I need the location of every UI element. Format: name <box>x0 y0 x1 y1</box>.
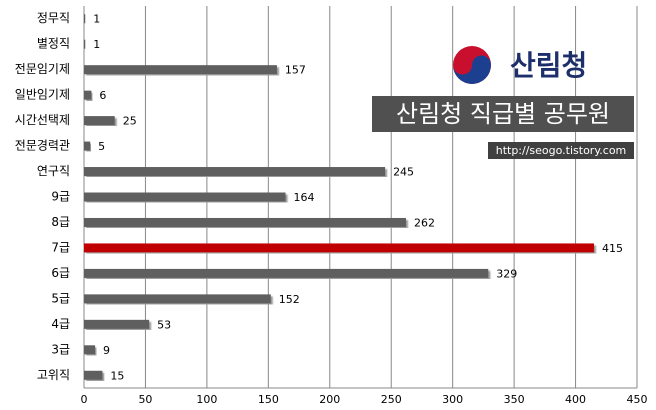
value-label: 15 <box>110 369 124 382</box>
y-tick-label: 4급 <box>51 317 70 331</box>
x-tick-label: 50 <box>138 393 152 406</box>
value-label: 53 <box>157 318 171 331</box>
y-tick-label: 전문경력관 <box>15 139 70 153</box>
y-tick-label: 7급 <box>51 240 70 254</box>
y-tick-label: 정무직 <box>37 11 70 25</box>
value-label: 152 <box>279 293 300 306</box>
value-label: 262 <box>414 216 435 229</box>
bar <box>84 268 489 278</box>
y-tick-label: 고위직 <box>37 368 70 382</box>
x-tick-label: 300 <box>442 393 463 406</box>
bar <box>84 345 96 355</box>
y-tick-label: 5급 <box>51 291 70 305</box>
logo-mark <box>453 55 491 84</box>
y-tick-label: 9급 <box>51 190 70 204</box>
bar <box>84 370 103 380</box>
x-tick-label: 400 <box>565 393 586 406</box>
logo: 산림청 <box>453 46 587 84</box>
y-tick-label: 6급 <box>51 266 70 280</box>
x-tick-label: 350 <box>504 393 525 406</box>
bar <box>84 243 594 253</box>
x-tick-label: 250 <box>381 393 402 406</box>
bar <box>84 167 386 177</box>
chart-title: 산림청 직급별 공무원 <box>396 100 610 128</box>
bar <box>84 192 286 202</box>
y-tick-label: 3급 <box>51 342 70 356</box>
y-tick-label: 연구직 <box>37 164 70 178</box>
bar <box>84 39 86 49</box>
plot: 0 50 100 150 200 250 300 350 400 450 정무직 1 별정직 1 전문임기제… <box>15 6 648 406</box>
x-tick-label: 0 <box>81 393 88 406</box>
y-tick-label: 별정직 <box>37 37 70 51</box>
value-label: 245 <box>393 166 414 179</box>
value-label: 25 <box>123 115 137 128</box>
chart-subtitle: http://seogo.tistory.com <box>496 144 627 157</box>
value-label: 1 <box>93 38 100 51</box>
value-label: 5 <box>98 140 105 153</box>
bar <box>84 141 91 151</box>
bar <box>84 294 271 304</box>
y-tick-label: 8급 <box>51 215 70 229</box>
value-label: 164 <box>294 191 315 204</box>
value-label: 6 <box>99 89 106 102</box>
y-tick-label: 일반임기제 <box>15 88 70 102</box>
x-tick-label: 450 <box>627 393 648 406</box>
bar <box>84 217 406 227</box>
bar <box>84 116 115 126</box>
bar <box>84 14 86 24</box>
value-label: 329 <box>496 267 517 280</box>
value-label: 1 <box>93 13 100 26</box>
bar <box>84 90 92 100</box>
y-tick-label: 시간선택제 <box>15 113 70 127</box>
x-tick-label: 100 <box>196 393 217 406</box>
x-tick-label: 200 <box>319 393 340 406</box>
bar <box>84 319 150 329</box>
subtitle-box <box>488 142 634 159</box>
x-tick-label: 150 <box>258 393 279 406</box>
value-label: 157 <box>285 64 306 77</box>
value-label: 415 <box>602 242 623 255</box>
logo-text: 산림청 <box>510 49 587 82</box>
value-label: 9 <box>103 344 110 357</box>
y-tick-label: 전문임기제 <box>15 62 70 76</box>
bar <box>84 65 277 75</box>
title-box <box>372 96 634 132</box>
